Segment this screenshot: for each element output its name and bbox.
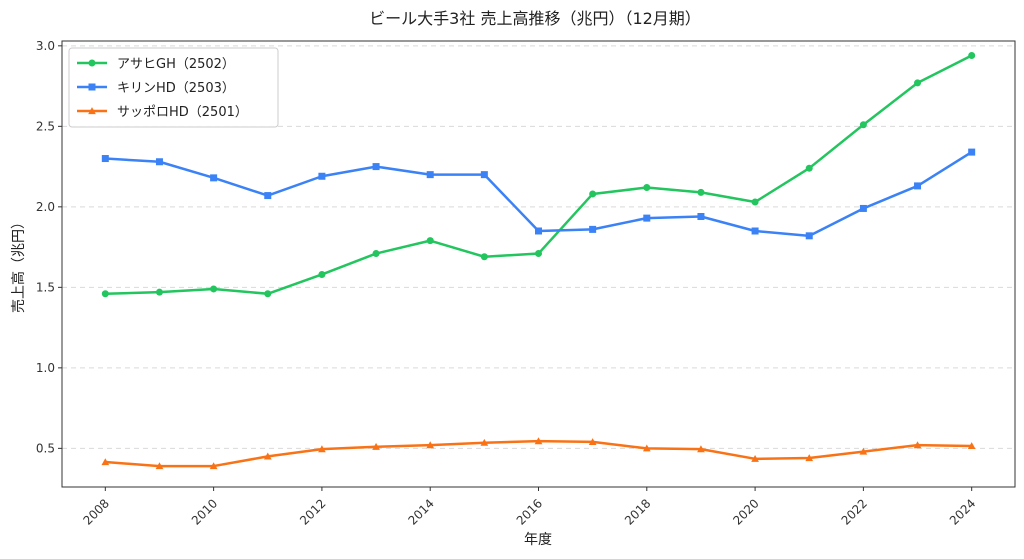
data-point [155, 158, 163, 166]
data-point [263, 452, 272, 460]
data-point [913, 441, 922, 449]
data-point [101, 155, 109, 163]
x-axis-label: 年度 [524, 532, 552, 548]
legend-item: アサヒGH（2502） [77, 57, 235, 72]
legend-swatch-marker [88, 107, 96, 115]
data-point [372, 442, 380, 450]
data-point [155, 462, 164, 470]
y-axis: 0.5 1.0 1.5 2.0 2.5 3.0 [36, 39, 62, 455]
data-point [914, 182, 922, 190]
data-point [805, 164, 813, 172]
data-point [535, 250, 542, 258]
x-tick-label: 2020 [730, 496, 761, 527]
data-point [859, 204, 867, 212]
data-point [805, 454, 814, 462]
data-point [751, 198, 759, 206]
x-tick-label: 2024 [947, 496, 978, 527]
series-layer [101, 51, 976, 470]
series-1 [101, 51, 976, 298]
y-tick-label: 2.5 [36, 119, 55, 133]
data-point [859, 121, 867, 129]
data-point [426, 171, 434, 179]
x-tick-label: 2014 [405, 496, 436, 527]
data-point [264, 290, 272, 298]
legend-item: サッポロHD（2501） [77, 105, 248, 120]
data-point [534, 437, 543, 445]
legend-box [68, 47, 279, 128]
data-point [535, 227, 542, 235]
y-tick-label: 3.0 [36, 39, 55, 53]
data-point [209, 462, 218, 470]
data-point [751, 454, 759, 462]
data-point [643, 214, 651, 222]
x-tick-label: 2022 [839, 496, 870, 527]
data-point [480, 253, 488, 261]
data-point [805, 232, 813, 240]
legend-label: アサヒGH（2502） [117, 57, 235, 72]
data-point [859, 447, 868, 455]
data-point [101, 290, 109, 298]
data-point [210, 174, 218, 182]
y-axis-label: 売上高（兆円） [10, 215, 27, 313]
data-point [751, 227, 759, 235]
series-3 [101, 437, 976, 470]
data-point [101, 458, 110, 466]
legend-item: キリンHD（2503） [77, 81, 235, 96]
data-point [589, 190, 597, 198]
data-point [426, 237, 434, 245]
data-point [318, 270, 326, 278]
data-point [589, 225, 597, 233]
x-tick-label: 2018 [622, 496, 653, 527]
legend: アサヒGH（2502） キリンHD（2503） サッポロHD（2501） [68, 47, 279, 128]
series-2 [101, 148, 976, 240]
data-point [914, 79, 922, 87]
data-point [588, 438, 597, 445]
data-point [318, 172, 326, 180]
data-point [968, 51, 976, 59]
data-point [697, 213, 705, 221]
y-tick-label: 1.5 [36, 280, 55, 294]
data-point [642, 444, 651, 452]
data-point [697, 188, 705, 196]
x-tick-label: 2010 [189, 496, 220, 527]
series-line [104, 150, 973, 238]
chart-title: ビール大手3社 売上高推移（兆円）（12月期） [369, 9, 701, 28]
data-point [480, 171, 488, 179]
y-tick-label: 0.5 [36, 441, 55, 455]
data-point [968, 148, 976, 156]
series-line [104, 439, 973, 468]
data-point [643, 184, 651, 192]
data-point [480, 438, 489, 446]
legend-swatch-marker [88, 83, 96, 91]
x-tick-label: 2008 [81, 496, 112, 527]
data-point [372, 250, 380, 258]
y-tick-label: 2.0 [36, 200, 55, 214]
legend-label: キリンHD（2503） [117, 81, 235, 96]
x-tick-label: 2016 [514, 496, 545, 527]
x-axis: 2008 2010 2012 2014 2016 2018 2020 2022 2024 [81, 487, 978, 528]
data-point [318, 445, 326, 453]
y-tick-label: 1.0 [36, 361, 55, 375]
data-point [264, 192, 272, 200]
grid-lines [62, 45, 1015, 449]
legend-swatch-marker [88, 59, 96, 67]
data-point [967, 442, 976, 450]
x-tick-label: 2012 [297, 496, 328, 527]
data-point [210, 285, 218, 293]
data-point [155, 288, 163, 296]
legend-label: サッポロHD（2501） [117, 105, 248, 120]
data-point [426, 441, 435, 449]
data-point [697, 445, 705, 453]
data-point [372, 163, 380, 171]
